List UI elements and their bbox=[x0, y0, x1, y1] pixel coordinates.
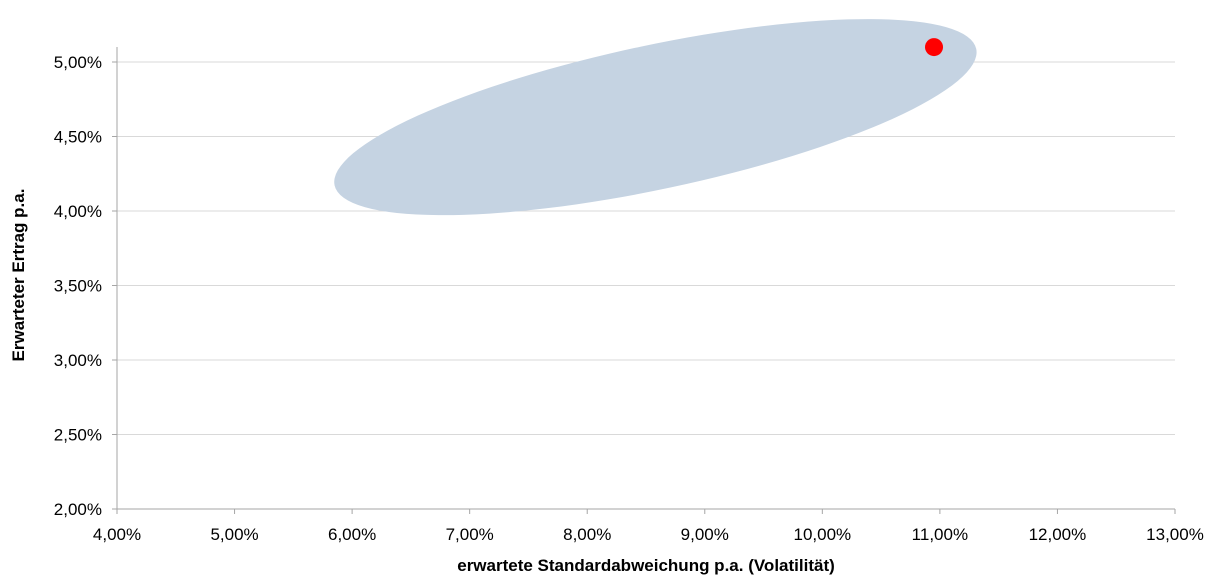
tick-labels: 2,00% 2,50% 3,00% 3,50% 4,00% 4,50% 5,00% 4,00%… bbox=[54, 53, 1204, 544]
y-tick-label: 2,00% bbox=[54, 500, 102, 519]
y-tick-label: 3,00% bbox=[54, 351, 102, 370]
y-tick-label: 2,50% bbox=[54, 426, 102, 445]
x-tick-label: 11,00% bbox=[912, 525, 968, 544]
region-layer bbox=[334, 19, 977, 216]
x-tick-label: 8,00% bbox=[563, 525, 611, 544]
x-tick-label: 6,00% bbox=[328, 525, 376, 544]
x-tick-label: 7,00% bbox=[446, 525, 494, 544]
data-point bbox=[925, 38, 944, 57]
y-tick-label: 4,00% bbox=[54, 202, 102, 221]
x-tick-label: 12,00% bbox=[1029, 525, 1087, 544]
y-axis-title: Erwarteter Ertrag p.a. bbox=[9, 189, 28, 362]
region-ellipse bbox=[334, 19, 977, 216]
data-points bbox=[925, 38, 944, 57]
x-tick-label: 4,00% bbox=[93, 525, 141, 544]
x-axis-title: erwartete Standardabweichung p.a. (Volat… bbox=[457, 556, 835, 575]
x-tick-label: 5,00% bbox=[210, 525, 258, 544]
x-tick-label: 13,00% bbox=[1146, 525, 1204, 544]
x-tick-label: 9,00% bbox=[681, 525, 729, 544]
axes bbox=[112, 47, 1176, 514]
x-tick-label: 10,00% bbox=[793, 525, 851, 544]
y-tick-label: 4,50% bbox=[54, 128, 102, 147]
y-tick-label: 3,50% bbox=[54, 277, 102, 296]
y-tick-label: 5,00% bbox=[54, 53, 102, 72]
